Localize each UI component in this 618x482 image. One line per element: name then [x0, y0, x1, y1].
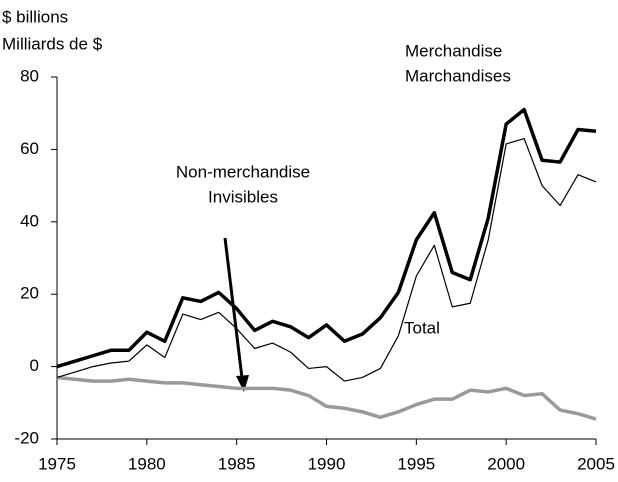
y-tick-label: 80 [20, 66, 39, 85]
series-line [56, 375, 597, 421]
arrow-head [236, 375, 249, 392]
y-tick-label: 0 [30, 356, 39, 375]
x-tick-label: 1980 [128, 454, 166, 473]
x-tick-label: 1985 [218, 454, 256, 473]
merchandise-label-fr: Marchandises [405, 66, 511, 85]
total-label: Total [404, 318, 440, 337]
x-tick-label: 1995 [397, 454, 435, 473]
series-line [56, 137, 597, 382]
x-tick-label: 1975 [38, 454, 76, 473]
non-merchandise-label-fr: Invisibles [208, 187, 278, 206]
unit-label-fr: Milliards de $ [2, 34, 103, 53]
x-tick-label: 1990 [308, 454, 346, 473]
x-tick-label: 2000 [487, 454, 525, 473]
y-tick-label: 40 [20, 211, 39, 230]
y-tick-label: 20 [20, 284, 39, 303]
y-tick-label: 60 [20, 139, 39, 158]
y-tick-label: -20 [14, 428, 39, 447]
unit-label: $ billions [2, 7, 68, 26]
series-line [56, 107, 597, 369]
merchandise-label: Merchandise [405, 41, 502, 60]
x-tick-label: 2005 [577, 454, 615, 473]
non-merchandise-label: Non-merchandise [176, 162, 310, 181]
